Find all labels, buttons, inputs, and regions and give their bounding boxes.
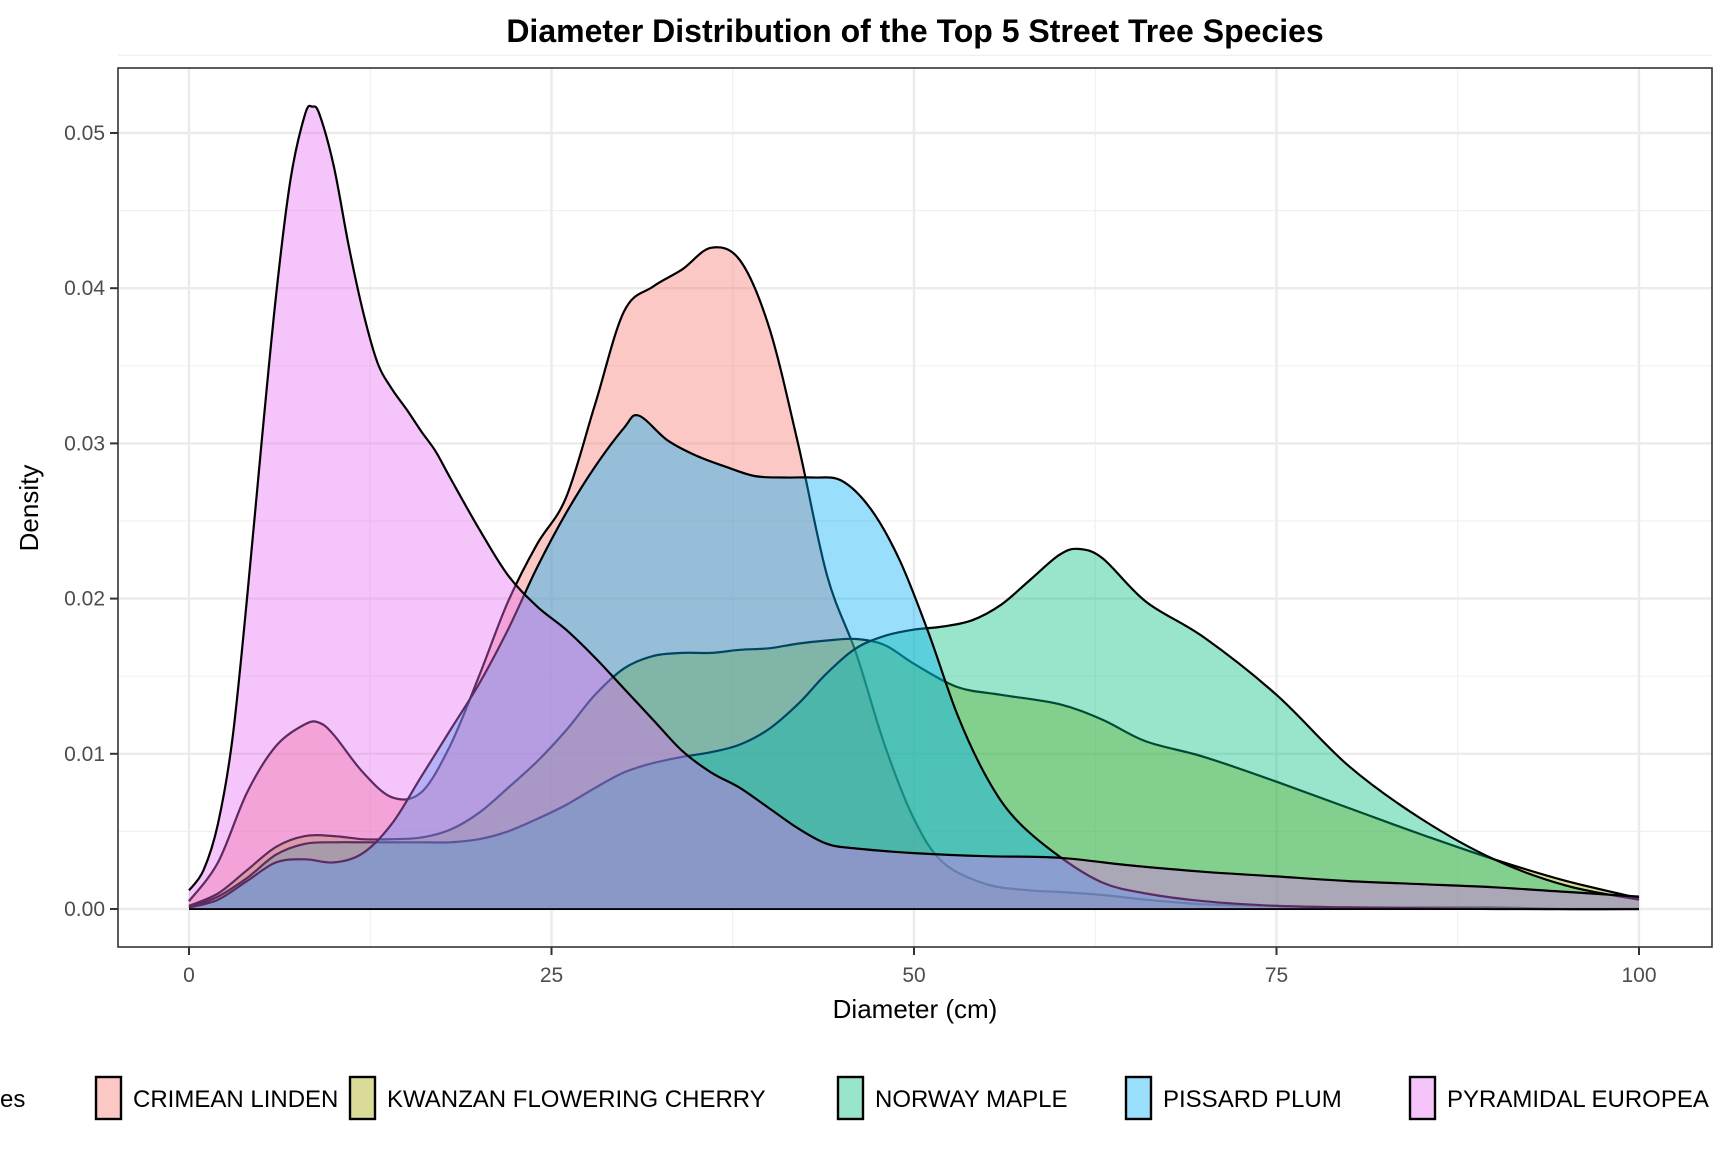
- legend-item-norway-maple: NORWAY MAPLE: [836, 1075, 1068, 1121]
- legend: es CRIMEAN LINDEN KWANZAN FLOWERING CHERR…: [0, 1075, 1709, 1121]
- x-axis-title: Diameter (cm): [833, 994, 998, 1024]
- y-tick-label: 0.01: [64, 743, 105, 766]
- density-line-norway-maple: [188, 547, 1640, 909]
- legend-label-pyramidal-europea: PYRAMIDAL EUROPEA: [1447, 1086, 1709, 1113]
- y-tick-label: 0.03: [64, 432, 105, 455]
- density-area-kwanzan-flowering-cherry: [189, 638, 1639, 909]
- x-tick-label: 0: [183, 964, 195, 987]
- y-axis: 0.00 0.01 0.02 0.03 0.04 0.05: [64, 122, 118, 921]
- legend-key-kwanzan-flowering-cherry: [348, 1075, 377, 1121]
- x-tick-label: 75: [1265, 964, 1288, 987]
- y-tick-label: 0.02: [64, 588, 105, 611]
- density-area-crimean-linden: [189, 247, 1639, 910]
- legend-item-kwanzan-flowering-cherry: KWANZAN FLOWERING CHERRY: [348, 1075, 766, 1121]
- legend-key-bg: [1126, 1077, 1151, 1119]
- density-line-pissard-plum: [188, 413, 1640, 911]
- legend-key-crimean-linden: [94, 1075, 123, 1121]
- density-area-pissard-plum: [189, 415, 1639, 910]
- legend-key-bg: [838, 1077, 863, 1119]
- legend-key-pyramidal-europea: [1408, 1075, 1437, 1121]
- density-areas: [188, 104, 1640, 911]
- legend-key-norway-maple: [836, 1075, 865, 1121]
- y-tick-label: 0.00: [64, 898, 105, 921]
- x-axis: 0 25 50 75 100: [183, 947, 1657, 987]
- legend-item-crimean-linden: CRIMEAN LINDEN: [94, 1075, 338, 1121]
- legend-item-pyramidal-europea: PYRAMIDAL EUROPEA: [1408, 1075, 1709, 1121]
- series-pyramidal-europea: [188, 104, 1640, 910]
- density-line-kwanzan-flowering-cherry: [188, 637, 1640, 907]
- y-tick-label: 0.05: [64, 122, 105, 145]
- legend-label-kwanzan-flowering-cherry: KWANZAN FLOWERING CHERRY: [387, 1086, 766, 1113]
- legend-label-crimean-linden: CRIMEAN LINDEN: [133, 1086, 338, 1113]
- density-line-pyramidal-europea: [188, 104, 1640, 898]
- legend-item-pissard-plum: PISSARD PLUM: [1124, 1075, 1342, 1121]
- density-line-crimean-linden: [188, 246, 1640, 911]
- y-tick-label: 0.04: [64, 277, 105, 300]
- legend-key-bg: [350, 1077, 375, 1119]
- density-area-pyramidal-europea: [189, 105, 1639, 910]
- legend-key-bg: [96, 1077, 121, 1119]
- legend-label-pissard-plum: PISSARD PLUM: [1163, 1086, 1342, 1113]
- legend-key-bg: [1410, 1077, 1435, 1119]
- legend-label-norway-maple: NORWAY MAPLE: [875, 1086, 1068, 1113]
- x-tick-label: 50: [902, 964, 925, 987]
- y-axis-title: Density: [14, 465, 44, 552]
- x-tick-label: 25: [540, 964, 563, 987]
- legend-key-pissard-plum: [1124, 1075, 1153, 1121]
- x-tick-label: 100: [1621, 964, 1656, 987]
- density-area-norway-maple: [189, 548, 1639, 909]
- chart-title: Diameter Distribution of the Top 5 Stree…: [506, 13, 1323, 49]
- legend-title: es: [0, 1086, 25, 1113]
